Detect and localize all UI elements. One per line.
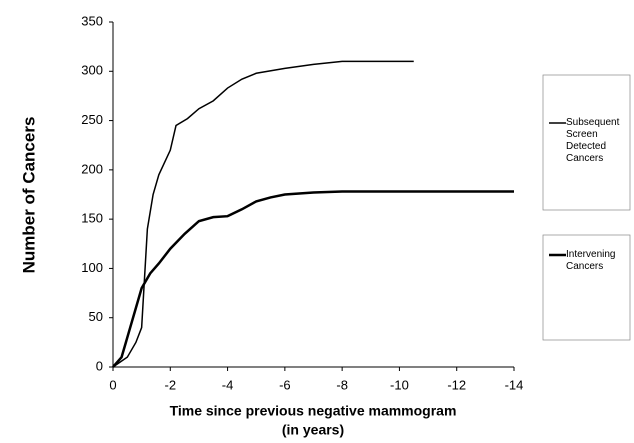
x-tick-label: -14 [505, 377, 524, 392]
x-tick-label: -8 [336, 377, 348, 392]
y-tick-label: 350 [81, 13, 103, 28]
y-axis-title: Number of Cancers [19, 117, 38, 274]
line [112, 190, 514, 368]
y-tick-label: 300 [81, 63, 103, 78]
y-tick-label: 100 [81, 260, 103, 275]
x-tick-label: -2 [165, 377, 177, 392]
y-tick-label: 50 [89, 309, 103, 324]
x-tick-label: -6 [279, 377, 291, 392]
line [112, 60, 414, 368]
x-axis-title: Time since previous negative mammogram [170, 403, 457, 419]
x-tick-label: -12 [447, 377, 466, 392]
legend-label: Subsequent Screen Detected Cancers [566, 117, 620, 164]
legend-box [542, 234, 631, 341]
y-tick-label: 150 [81, 211, 103, 226]
y-tick-label: 250 [81, 112, 103, 127]
x-tick-label: 0 [109, 377, 116, 392]
x-tick-label: -10 [390, 377, 409, 392]
x-axis-title: (in years) [282, 422, 344, 438]
legend-box [542, 74, 631, 211]
legend-label: Intervening Cancers [566, 249, 616, 272]
y-tick-label: 0 [96, 358, 103, 373]
y-tick-label: 200 [81, 161, 103, 176]
x-tick-label: -4 [222, 377, 234, 392]
